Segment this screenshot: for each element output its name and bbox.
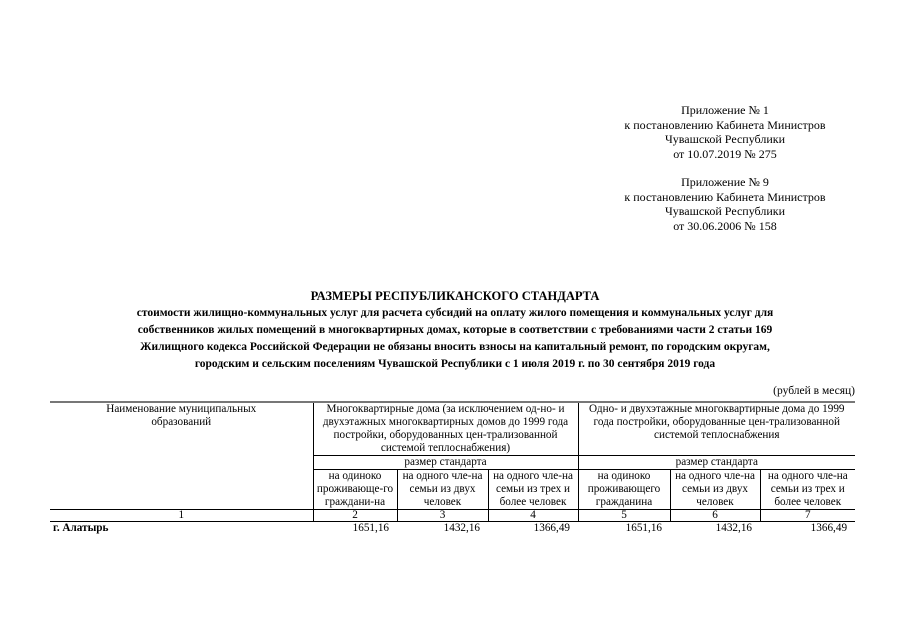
subheader: на одного чле-на семьи из двух человек (396, 469, 489, 510)
appendix-line: к постановлению Кабинета Министров (624, 189, 826, 204)
col1-header: Наименование муниципальных образований (50, 401, 314, 510)
subheader: на одного чле-на семьи из трех и более ч… (759, 469, 856, 510)
appendix-line: от 10.07.2019 № 275 (673, 146, 777, 161)
value-cell: 1651,16 (352, 522, 389, 534)
value-cell: 1366,49 (810, 522, 848, 534)
subgroup2-header: размер стандарта (577, 455, 856, 470)
col-number: 1 (50, 509, 314, 522)
unit-label: (рублей в месяц) (773, 385, 855, 397)
group1-header: Многоквартирные дома (за исключением од-… (312, 401, 579, 456)
value-cell: 1432,16 (443, 522, 480, 534)
appendix-line: Приложение № 9 (681, 175, 769, 189)
appendix-line: Приложение № 1 (681, 103, 769, 117)
appendix-line: Чувашской Республики (664, 204, 786, 218)
subheader: на одиноко проживающего гражданина (577, 469, 671, 510)
table-row: г. Алатырь 1651,16 1432,16 1366,49 1651,… (50, 522, 855, 536)
appendix-9: Приложение № 9 к постановлению Кабинета … (600, 175, 850, 233)
col-number: 6 (669, 509, 761, 522)
col-number: 5 (577, 509, 671, 522)
col-number: 7 (759, 509, 856, 522)
subtitle-line: Жилищного кодекса Российской Федерации н… (140, 341, 770, 353)
municipality-name: г. Алатырь (53, 522, 109, 534)
subheader: на одиноко проживающе-го граждани-на (312, 469, 398, 510)
col-number: 2 (312, 509, 398, 522)
group2-header: Одно- и двухэтажные многоквартирные дома… (577, 401, 856, 456)
title-main: РАЗМЕРЫ РЕСПУБЛИКАНСКОГО СТАНДАРТА (310, 289, 600, 303)
subheader: на одного чле-на семьи из двух человек (669, 469, 761, 510)
subtitle-line: стоимости жилищно-коммунальных услуг для… (136, 307, 774, 319)
value-cell: 1432,16 (715, 522, 752, 534)
subheader: на одного чле-на семьи из трех и более ч… (487, 469, 579, 510)
subtitle-line: собственников жилых помещений в многоква… (137, 324, 773, 336)
col-number: 4 (487, 509, 579, 522)
document-title: РАЗМЕРЫ РЕСПУБЛИКАНСКОГО СТАНДАРТА стоим… (40, 288, 870, 373)
value-cell: 1651,16 (625, 522, 662, 534)
appendix-1: Приложение № 1 к постановлению Кабинета … (600, 103, 850, 161)
col-number: 3 (396, 509, 489, 522)
appendix-line: Чувашской Республики (664, 132, 786, 146)
value-cell: 1366,49 (533, 522, 570, 534)
subgroup1-header: размер стандарта (312, 455, 579, 470)
subtitle-line: городским и сельским поселениям Чувашско… (194, 358, 716, 370)
standards-table: Наименование муниципальных образований М… (50, 401, 856, 536)
appendix-line: к постановлению Кабинета Министров (624, 117, 826, 132)
appendix-line: от 30.06.2006 № 158 (673, 218, 777, 233)
